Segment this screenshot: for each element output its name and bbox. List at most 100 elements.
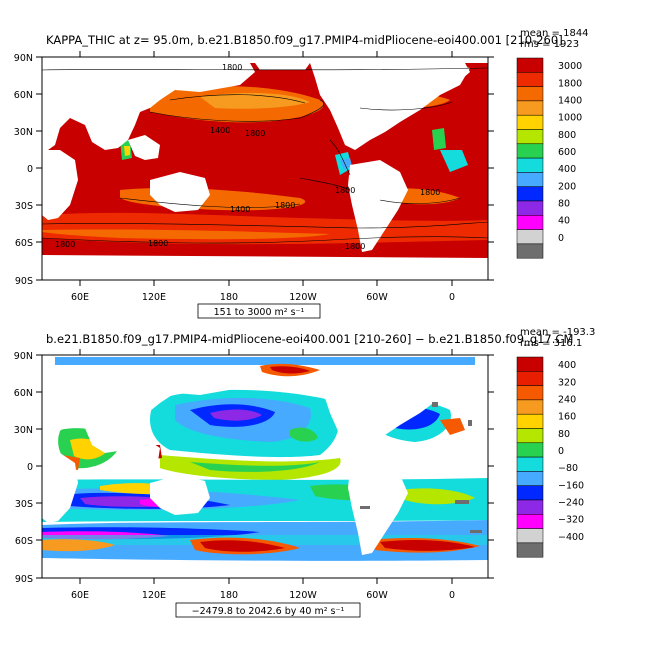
x-tick-label: 120E (142, 292, 166, 303)
contour-label: 1800 (222, 63, 242, 72)
colorbar-swatch (516, 86, 544, 102)
y-tick-label: 90N (14, 351, 33, 362)
colorbar-label: 80 (558, 429, 570, 440)
colorbar-label: 400 (558, 360, 576, 371)
colorbar-swatch (516, 72, 544, 87)
y-tick-label: 60S (15, 536, 33, 547)
colorbar-label: 0 (558, 233, 564, 244)
panel-title: KAPPA_THIC at z= 95.0m, b.e21.B1850.f09_… (46, 33, 563, 47)
colorbar-label: 80 (558, 198, 570, 209)
contour-label: 1800 (148, 239, 168, 248)
y-tick-label: 30S (15, 201, 33, 212)
colorbar-swatch (516, 200, 544, 216)
range-label: −2479.8 to 2042.6 by 40 m² s⁻¹ (192, 606, 345, 617)
x-tick-label: 180 (220, 590, 238, 601)
colorbar-label: −320 (558, 515, 584, 526)
colorbar-swatch (516, 471, 544, 486)
stat-mean: mean = 1844 (520, 28, 589, 39)
colorbar-swatch (516, 57, 544, 73)
x-tick-label: 60E (71, 292, 89, 303)
y-tick-label: 30S (15, 499, 33, 510)
colorbar-swatch (516, 514, 544, 529)
colorbar-label: 160 (558, 412, 576, 423)
colorbar-bottom: 400 320 240 160 80 0 −80 −160 −240 −320 −400 (516, 356, 584, 558)
y-tick-label: 30N (14, 127, 33, 138)
colorbar-swatch (516, 413, 544, 429)
stat-rms: rms = 316.1 (520, 338, 582, 349)
colorbar-label: −400 (558, 532, 584, 543)
colorbar-label: 240 (558, 394, 576, 405)
colorbar-swatch (516, 157, 544, 173)
contour-label: 1800 (335, 186, 355, 195)
y-axis-bottom (36, 354, 494, 579)
y-tick-label: 90S (15, 574, 33, 585)
colorbar-swatch (516, 356, 544, 372)
x-tick-label: 180 (220, 292, 238, 303)
panel-top: KAPPA_THIC at z= 95.0m, b.e21.B1850.f09_… (14, 28, 589, 319)
colorbar-swatch (516, 371, 544, 386)
colorbar-swatch (516, 229, 544, 245)
colorbar-label: 1400 (558, 95, 582, 106)
colorbar-swatch (516, 215, 544, 230)
stat-mean: mean = -193.3 (520, 327, 595, 338)
x-tick-label: 120W (289, 292, 317, 303)
colorbar-swatch (516, 385, 544, 401)
contour-label: 1800 (55, 240, 75, 249)
y-axis-top (36, 56, 494, 281)
colorbar-label: 800 (558, 130, 576, 141)
colorbar-label: 3000 (558, 61, 582, 72)
x-tick-label: 120W (289, 590, 317, 601)
contour-label: 1400 (230, 205, 250, 214)
colorbar-swatch (516, 442, 544, 458)
colorbar-swatch (516, 114, 544, 130)
colorbar-label: 600 (558, 147, 576, 158)
range-label: 151 to 3000 m² s⁻¹ (214, 307, 305, 318)
colorbar-label: −240 (558, 497, 584, 508)
contour-label: 1800 (345, 242, 365, 251)
colorbar-swatch (516, 100, 544, 116)
colorbar-swatch (516, 143, 544, 159)
contour-label: 1800 (275, 201, 295, 210)
colorbar-label: −80 (558, 463, 578, 474)
stat-rms: rms = 1923 (520, 39, 579, 50)
x-tick-label: 60W (366, 590, 388, 601)
panel-bottom: b.e21.B1850.f09_g17.PMIP4-midPliocene-eo… (14, 327, 595, 618)
colorbar-swatch (516, 528, 544, 544)
y-tick-label: 60N (14, 90, 33, 101)
colorbar-label: 40 (558, 216, 570, 227)
x-tick-label: 120E (142, 590, 166, 601)
colorbar-swatch (516, 186, 544, 202)
colorbar-label: 400 (558, 164, 576, 175)
colorbar-swatch (516, 456, 544, 472)
colorbar-label: 1000 (558, 113, 582, 124)
colorbar-label: 320 (558, 377, 576, 388)
x-tick-label: 60E (71, 590, 89, 601)
contour-label: 1400 (210, 126, 230, 135)
colorbar-label: −160 (558, 480, 584, 491)
colorbar-swatch (516, 129, 544, 145)
x-tick-label: 60W (366, 292, 388, 303)
y-tick-label: 0 (27, 462, 33, 473)
colorbar-swatch (516, 542, 544, 558)
colorbar-swatch (516, 399, 544, 415)
colorbar-swatch (516, 485, 544, 501)
colorbar-swatch (516, 428, 544, 444)
colorbar-label: 1800 (558, 78, 582, 89)
x-tick-label: 0 (449, 590, 455, 601)
map-plot-bottom (41, 354, 489, 579)
y-tick-label: 90S (15, 276, 33, 287)
colorbar-label: 200 (558, 181, 576, 192)
y-tick-label: 60S (15, 238, 33, 249)
contour-label: 1800 (420, 188, 440, 197)
map-plot-top: 1800 1400 1800 1400 1800 1800 1800 1800 … (41, 56, 489, 281)
contour-label: 1800 (245, 129, 265, 138)
y-tick-label: 30N (14, 425, 33, 436)
panel-title: b.e21.B1850.f09_g17.PMIP4-midPliocene-eo… (46, 332, 573, 346)
y-tick-label: 60N (14, 388, 33, 399)
x-tick-label: 0 (449, 292, 455, 303)
y-tick-label: 0 (27, 164, 33, 175)
colorbar-swatch (516, 172, 544, 187)
colorbar-label: 0 (558, 446, 564, 457)
colorbar-swatch (516, 499, 544, 515)
